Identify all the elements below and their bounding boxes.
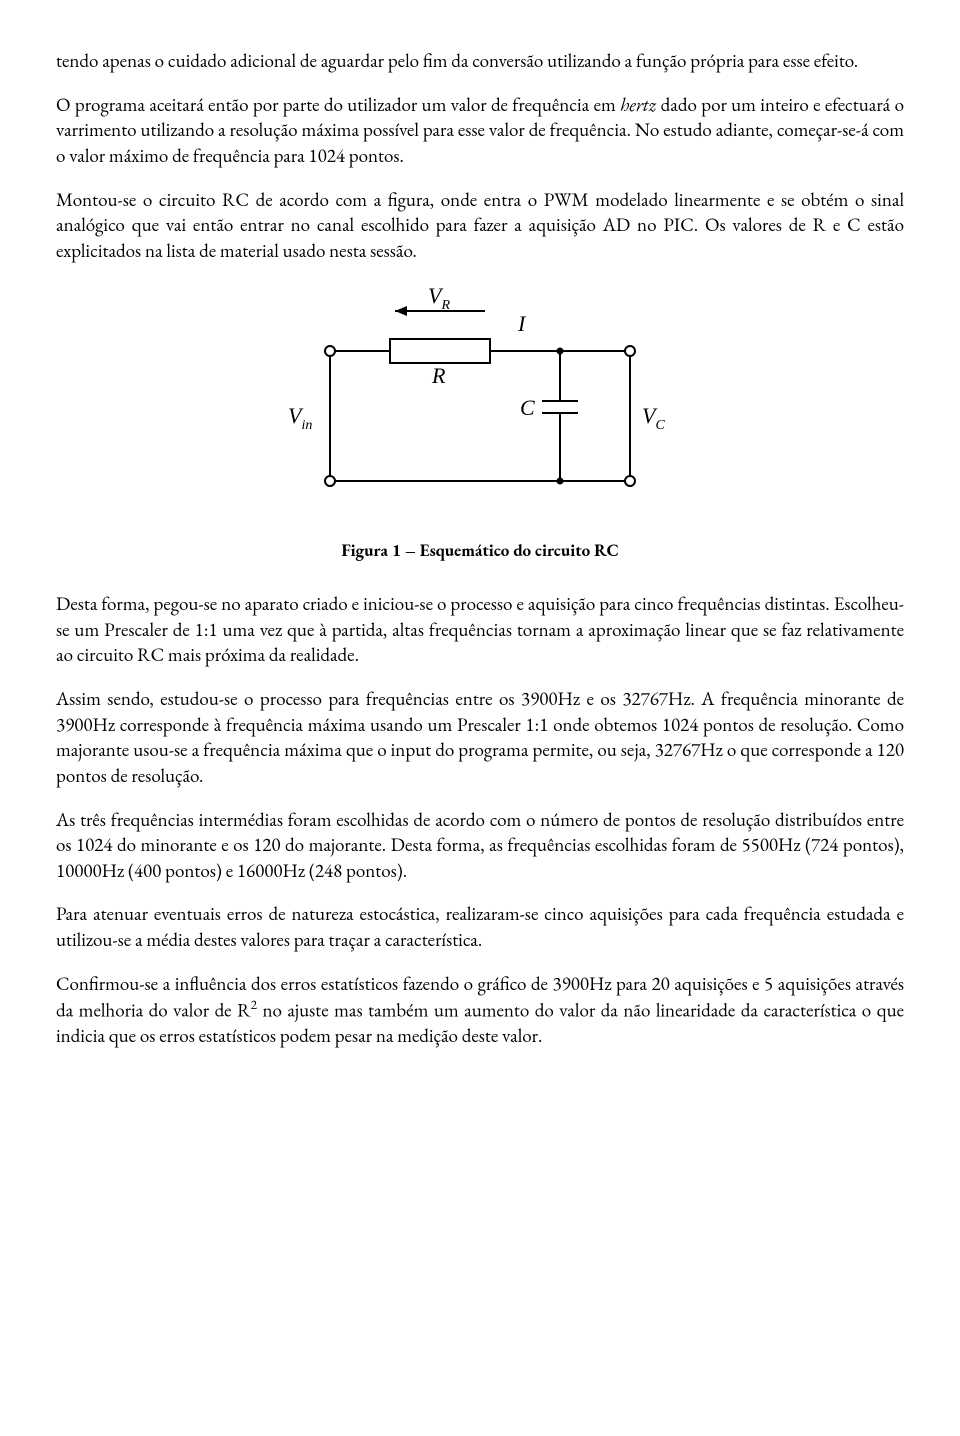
label-r: R	[431, 363, 446, 388]
svg-text:VC: VC	[642, 403, 665, 433]
paragraph-5: Assim sendo, estudou-se o processo para …	[56, 686, 904, 789]
paragraph-1: tendo apenas o cuidado adicional de agua…	[56, 48, 904, 74]
rc-circuit-svg: VR R I C Vin VC	[270, 281, 690, 521]
paragraph-7: Para atenuar eventuais erros de natureza…	[56, 901, 904, 952]
paragraph-2: O programa aceitará então por parte do u…	[56, 92, 904, 169]
paragraph-3: Montou-se o circuito RC de acordo com a …	[56, 187, 904, 264]
p2-italic: hertz	[620, 92, 656, 117]
paragraph-8: Confirmou-se a influência dos erros esta…	[56, 971, 904, 1049]
label-i: I	[517, 311, 527, 336]
figure-caption: Figura 1 – Esquemático do circuito RC	[56, 540, 904, 563]
paragraph-4: Desta forma, pegou-se no aparato criado …	[56, 591, 904, 668]
label-vin-sub: in	[301, 418, 312, 433]
label-vc-sub: C	[655, 418, 665, 433]
svg-text:VR: VR	[428, 283, 450, 313]
p2-text-a: O programa aceitará então por parte do u…	[56, 92, 620, 117]
svg-text:Vin: Vin	[288, 403, 312, 433]
label-vr-sub: R	[440, 298, 450, 313]
paragraph-6: As três frequências intermédias foram es…	[56, 807, 904, 884]
figure-rc-circuit: VR R I C Vin VC	[56, 281, 904, 528]
label-c: C	[520, 395, 535, 420]
